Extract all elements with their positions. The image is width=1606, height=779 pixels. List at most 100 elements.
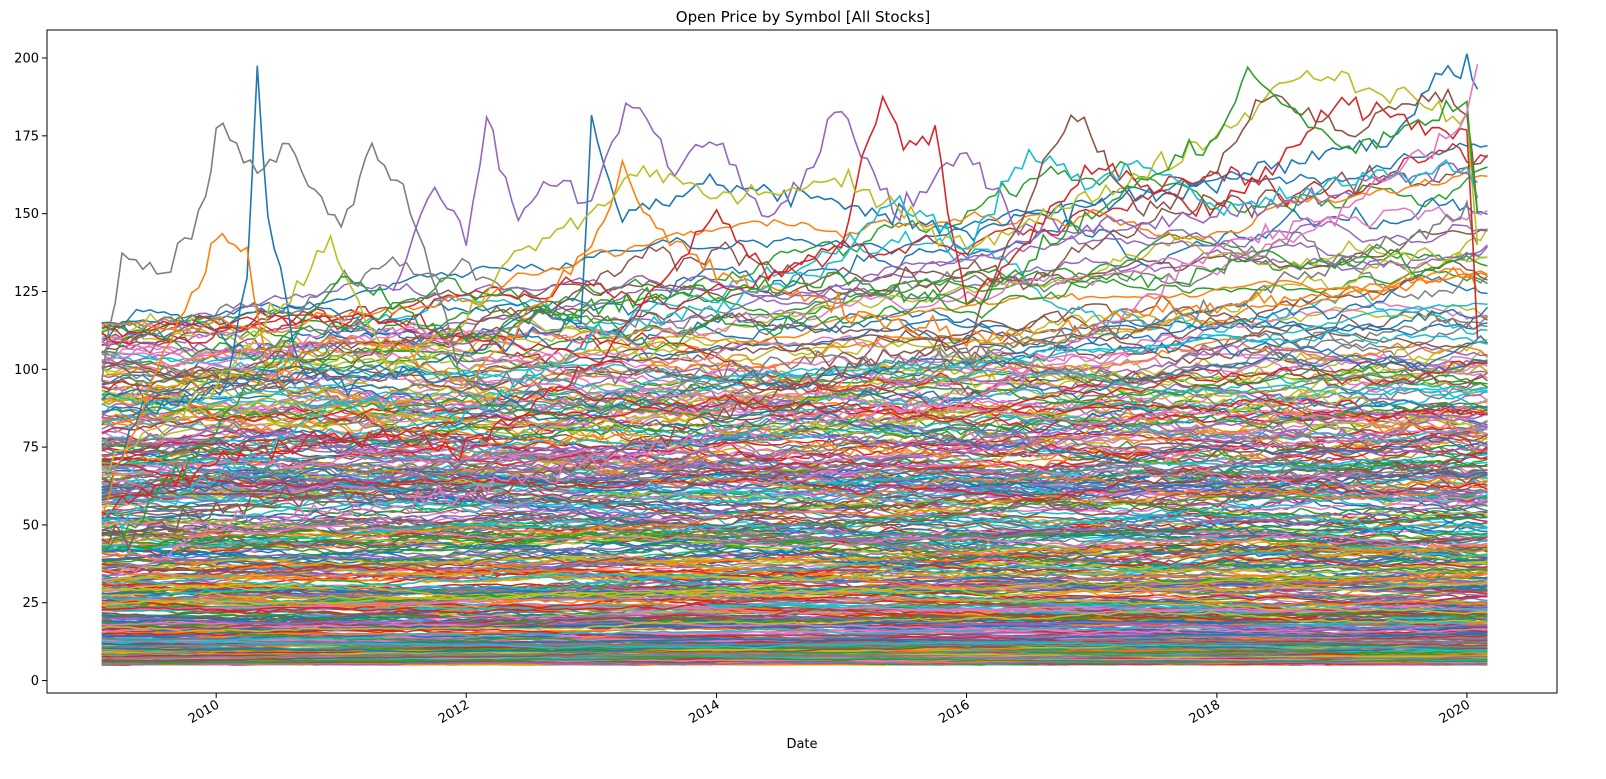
- series-line: [101, 236, 1488, 405]
- series-line-highlight: [101, 64, 1479, 585]
- series-line: [101, 582, 1488, 596]
- series-line: [101, 390, 1488, 429]
- series-line: [101, 272, 1488, 378]
- series-line: [101, 393, 1488, 473]
- series-line: [101, 460, 1488, 507]
- series-line: [101, 342, 1488, 433]
- y-tick-label: 200: [14, 52, 39, 67]
- y-tick-label: 125: [14, 285, 39, 300]
- series-line: [101, 306, 1489, 355]
- series-line: [101, 329, 1488, 391]
- series-line: [101, 411, 1488, 507]
- series-line: [101, 604, 1488, 629]
- series-line: [101, 389, 1488, 441]
- series-line: [101, 482, 1488, 543]
- series-layer: [101, 53, 1489, 666]
- series-line: [101, 243, 1488, 362]
- series-line: [101, 660, 1488, 666]
- series-line: [101, 581, 1488, 607]
- y-tick-label: 25: [22, 596, 39, 611]
- series-line-highlight: [101, 94, 1479, 518]
- series-line: [101, 611, 1488, 632]
- series-line: [101, 451, 1488, 521]
- series-line: [101, 334, 1488, 376]
- series-line: [101, 220, 1488, 354]
- series-line: [101, 643, 1488, 656]
- series-line-highlight: [101, 158, 1479, 517]
- y-tick-label: 0: [31, 674, 39, 689]
- series-line: [101, 360, 1488, 454]
- series-line: [101, 540, 1488, 572]
- series-line: [101, 435, 1488, 475]
- series-line: [101, 352, 1488, 396]
- series-line: [101, 619, 1488, 645]
- series-line: [101, 338, 1488, 448]
- series-line: [101, 570, 1488, 600]
- series-line-highlight: [101, 69, 1479, 474]
- series-line: [101, 206, 1488, 353]
- series-line: [101, 500, 1488, 569]
- series-line: [101, 508, 1488, 556]
- series-line-highlight: [101, 87, 1479, 550]
- series-line: [101, 170, 1488, 334]
- series-line: [101, 607, 1488, 631]
- series-line: [101, 536, 1488, 576]
- series-line: [101, 259, 1488, 388]
- series-line: [101, 591, 1488, 615]
- series-line: [101, 362, 1488, 498]
- series-line: [101, 556, 1488, 577]
- series-line: [101, 223, 1489, 367]
- y-tick-label: 150: [14, 207, 39, 222]
- series-line: [101, 318, 1488, 401]
- series-line: [101, 463, 1488, 548]
- y-tick-label: 50: [22, 518, 39, 533]
- y-tick-label: 100: [14, 363, 39, 378]
- series-line: [101, 494, 1488, 539]
- y-tick-label: 75: [22, 441, 39, 456]
- series-line: [101, 415, 1488, 468]
- series-line: [101, 384, 1488, 473]
- y-axis: 0 25 50 75 100 125 150 175 200: [14, 52, 47, 689]
- series-line: [101, 538, 1488, 580]
- series-line: [101, 197, 1488, 386]
- series-line: [101, 640, 1488, 652]
- series-line: [101, 545, 1488, 588]
- series-line: [101, 315, 1489, 414]
- x-axis-label: Date: [786, 737, 817, 752]
- series-line-highlight: [101, 65, 1479, 550]
- series-line: [101, 479, 1488, 550]
- series-line: [101, 399, 1488, 458]
- series-line: [101, 559, 1488, 608]
- series-line: [101, 464, 1488, 517]
- series-line: [101, 404, 1488, 490]
- series-line: [101, 610, 1488, 633]
- series-line-highlight: [392, 102, 1479, 292]
- series-line: [101, 645, 1488, 659]
- series-line-highlight: [101, 122, 1479, 389]
- series-line: [101, 433, 1488, 468]
- series-line: [101, 274, 1488, 347]
- series-line: [101, 656, 1488, 664]
- plot-frame: [46, 29, 1558, 694]
- series-line: [101, 437, 1488, 462]
- series-line: [101, 307, 1488, 452]
- series-line: [101, 313, 1488, 422]
- series-line: [101, 462, 1488, 502]
- series-line: [101, 324, 1488, 379]
- series-line: [101, 618, 1488, 635]
- series-line: [101, 330, 1488, 405]
- series-line-highlight: [101, 147, 1479, 531]
- series-line: [101, 439, 1488, 498]
- series-line: [101, 421, 1488, 587]
- series-line: [101, 373, 1488, 468]
- series-line: [101, 520, 1488, 548]
- series-line: [101, 555, 1488, 574]
- series-line: [101, 333, 1488, 437]
- series-line: [101, 363, 1488, 465]
- chart-title: Open Price by Symbol [All Stocks]: [676, 8, 930, 26]
- series-line: [101, 335, 1489, 419]
- series-line: [101, 267, 1488, 427]
- series-line: [101, 552, 1488, 594]
- y-tick-label: 175: [14, 129, 39, 144]
